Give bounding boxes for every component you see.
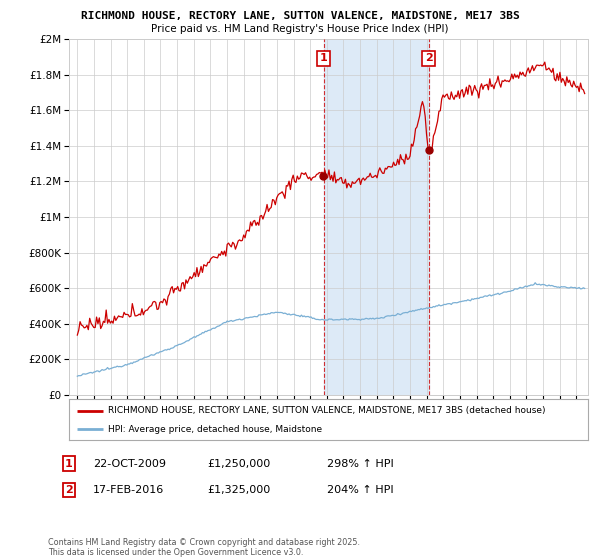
- Text: 17-FEB-2016: 17-FEB-2016: [93, 485, 164, 495]
- Text: Price paid vs. HM Land Registry's House Price Index (HPI): Price paid vs. HM Land Registry's House …: [151, 24, 449, 34]
- Text: 2: 2: [65, 485, 73, 495]
- Text: 22-OCT-2009: 22-OCT-2009: [93, 459, 166, 469]
- Text: 1: 1: [320, 53, 328, 63]
- Text: RICHMOND HOUSE, RECTORY LANE, SUTTON VALENCE, MAIDSTONE, ME17 3BS (detached hous: RICHMOND HOUSE, RECTORY LANE, SUTTON VAL…: [108, 406, 545, 415]
- Text: HPI: Average price, detached house, Maidstone: HPI: Average price, detached house, Maid…: [108, 424, 322, 433]
- Bar: [324, 39, 428, 395]
- Text: RICHMOND HOUSE, RECTORY LANE, SUTTON VALENCE, MAIDSTONE, ME17 3BS: RICHMOND HOUSE, RECTORY LANE, SUTTON VAL…: [80, 11, 520, 21]
- Text: 1: 1: [65, 459, 73, 469]
- Text: 298% ↑ HPI: 298% ↑ HPI: [327, 459, 394, 469]
- Text: Contains HM Land Registry data © Crown copyright and database right 2025.
This d: Contains HM Land Registry data © Crown c…: [48, 538, 360, 557]
- Text: 2: 2: [425, 53, 433, 63]
- Text: 204% ↑ HPI: 204% ↑ HPI: [327, 485, 394, 495]
- Text: £1,325,000: £1,325,000: [207, 485, 270, 495]
- Text: £1,250,000: £1,250,000: [207, 459, 270, 469]
